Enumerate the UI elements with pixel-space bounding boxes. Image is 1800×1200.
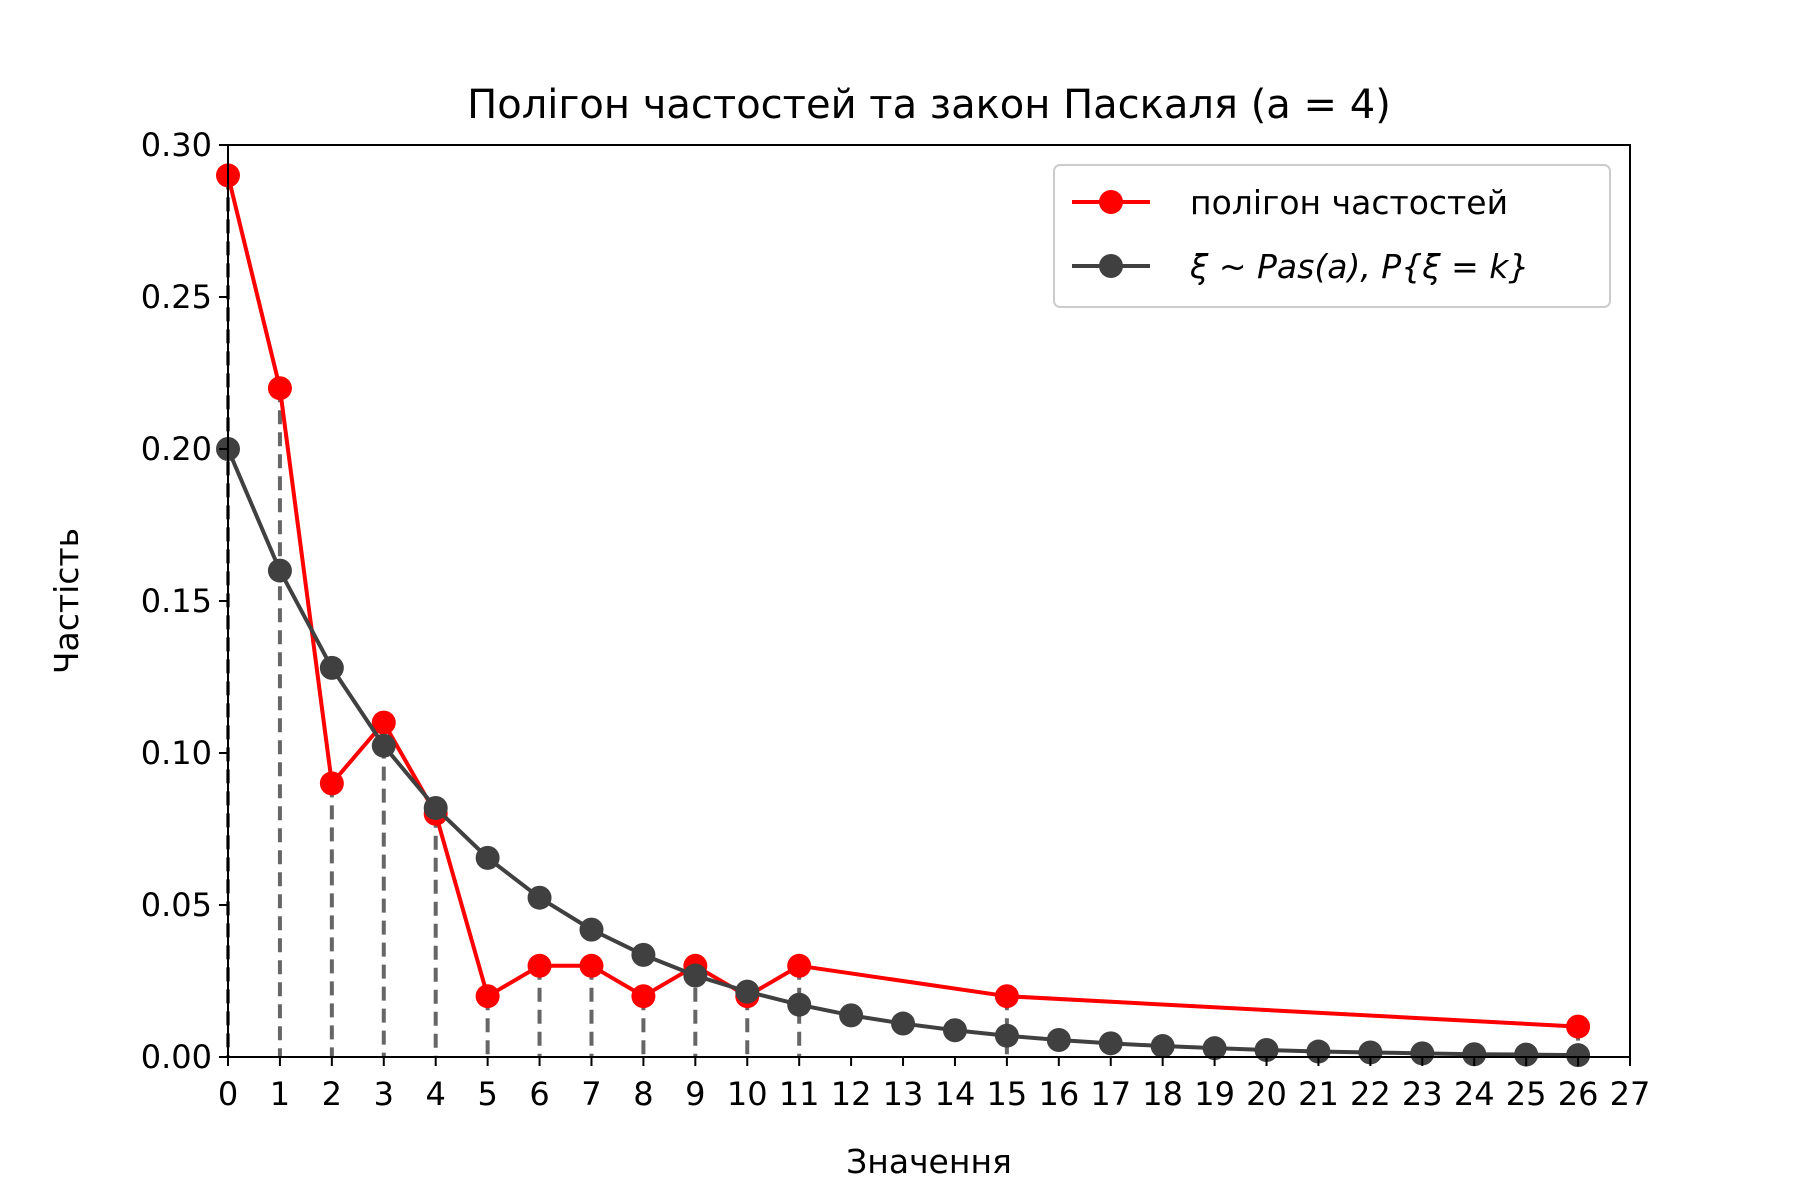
- x-tick-label: 26: [1558, 1075, 1599, 1113]
- data-point: [1514, 1042, 1539, 1067]
- y-tick-label: 0.05: [141, 886, 212, 924]
- data-point: [891, 1011, 916, 1036]
- data-point: [1202, 1036, 1227, 1061]
- x-tick-label: 3: [374, 1075, 394, 1113]
- data-point: [1566, 1014, 1591, 1039]
- x-tick-label: 12: [831, 1075, 872, 1113]
- x-tick-label: 0: [218, 1075, 238, 1113]
- x-tick-label: 10: [727, 1075, 768, 1113]
- data-point: [787, 953, 812, 978]
- x-tick-label: 15: [987, 1075, 1028, 1113]
- data-point: [475, 984, 500, 1009]
- series-1: [216, 437, 1591, 1068]
- x-tick-label: 4: [426, 1075, 446, 1113]
- data-point: [423, 796, 448, 821]
- x-tick-label: 11: [779, 1075, 820, 1113]
- legend-entry-frequency-polygon: полігон частостей: [1072, 183, 1508, 222]
- y-tick-label: 0.10: [141, 734, 212, 772]
- chart-title: Полігон частостей та закон Паскаля (a = …: [467, 82, 1391, 128]
- data-point: [839, 1003, 864, 1028]
- legend-entry-pascal-law: ξ ~ Pas(a), P{ξ = k}: [1072, 247, 1529, 286]
- x-tick-label: 27: [1610, 1075, 1651, 1113]
- data-point: [371, 733, 396, 758]
- x-axis-label: Значення: [846, 1142, 1012, 1181]
- y-tick-label: 0.20: [141, 430, 212, 468]
- x-tick-label: 7: [581, 1075, 601, 1113]
- data-point: [942, 1018, 967, 1043]
- x-tick-label: 19: [1194, 1075, 1235, 1113]
- data-point: [1358, 1040, 1383, 1065]
- y-tick-label: 0.15: [141, 582, 212, 620]
- data-point: [371, 710, 396, 735]
- legend-label-pascal-law: ξ ~ Pas(a), P{ξ = k}: [1189, 247, 1529, 286]
- x-tick-label: 21: [1298, 1075, 1339, 1113]
- data-point: [1410, 1041, 1435, 1066]
- data-point: [527, 953, 552, 978]
- data-point: [1046, 1027, 1071, 1052]
- y-tick-label: 0.25: [141, 278, 212, 316]
- x-tick-label: 16: [1038, 1075, 1079, 1113]
- data-point: [267, 376, 292, 401]
- x-tick-label: 2: [322, 1075, 342, 1113]
- x-tick-label: 18: [1142, 1075, 1183, 1113]
- y-tick-label: 0.00: [141, 1038, 212, 1076]
- x-tick-label: 25: [1506, 1075, 1547, 1113]
- data-point: [787, 992, 812, 1017]
- x-tick-label: 14: [935, 1075, 976, 1113]
- x-tick-label: 6: [529, 1075, 549, 1113]
- legend-marker-frequency-polygon: [1099, 190, 1123, 214]
- legend-label-frequency-polygon: полігон частостей: [1190, 183, 1508, 222]
- x-tick-label: 13: [883, 1075, 924, 1113]
- legend: полігон частостей ξ ~ Pas(a), P{ξ = k}: [1053, 164, 1611, 308]
- x-tick-label: 24: [1454, 1075, 1495, 1113]
- data-point: [527, 885, 552, 910]
- x-tick-label: 5: [477, 1075, 497, 1113]
- y-tick-label: 0.30: [141, 126, 212, 164]
- legend-marker-pascal-law: [1099, 254, 1123, 278]
- data-point: [267, 558, 292, 583]
- x-tick-label: 20: [1246, 1075, 1287, 1113]
- data-point: [579, 917, 604, 942]
- x-tick-label: 9: [685, 1075, 705, 1113]
- data-point: [683, 963, 708, 988]
- data-point: [994, 1023, 1019, 1048]
- x-tick-label: 17: [1090, 1075, 1131, 1113]
- data-point: [1150, 1034, 1175, 1059]
- data-point: [735, 979, 760, 1004]
- data-point: [631, 942, 656, 967]
- legend-box: [1053, 164, 1611, 308]
- data-point: [579, 953, 604, 978]
- data-point: [1566, 1043, 1591, 1068]
- y-axis-label: Частість: [47, 528, 86, 674]
- data-point: [475, 845, 500, 870]
- x-tick-label: 23: [1402, 1075, 1443, 1113]
- data-point: [319, 771, 344, 796]
- x-tick-label: 1: [270, 1075, 290, 1113]
- x-tick-label: 22: [1350, 1075, 1391, 1113]
- series-line: [226, 448, 1579, 1058]
- data-point: [631, 984, 656, 1009]
- x-tick-label: 8: [633, 1075, 653, 1113]
- data-point: [994, 984, 1019, 1009]
- data-point: [319, 655, 344, 680]
- data-point: [1462, 1042, 1487, 1067]
- data-point: [1098, 1031, 1123, 1056]
- axis-ticks: 0 1 2 3 4 5 6 7 8 9 10 11 12 13 14 15 16 17 18 19 20 21 22 23 24…: [141, 126, 1651, 1113]
